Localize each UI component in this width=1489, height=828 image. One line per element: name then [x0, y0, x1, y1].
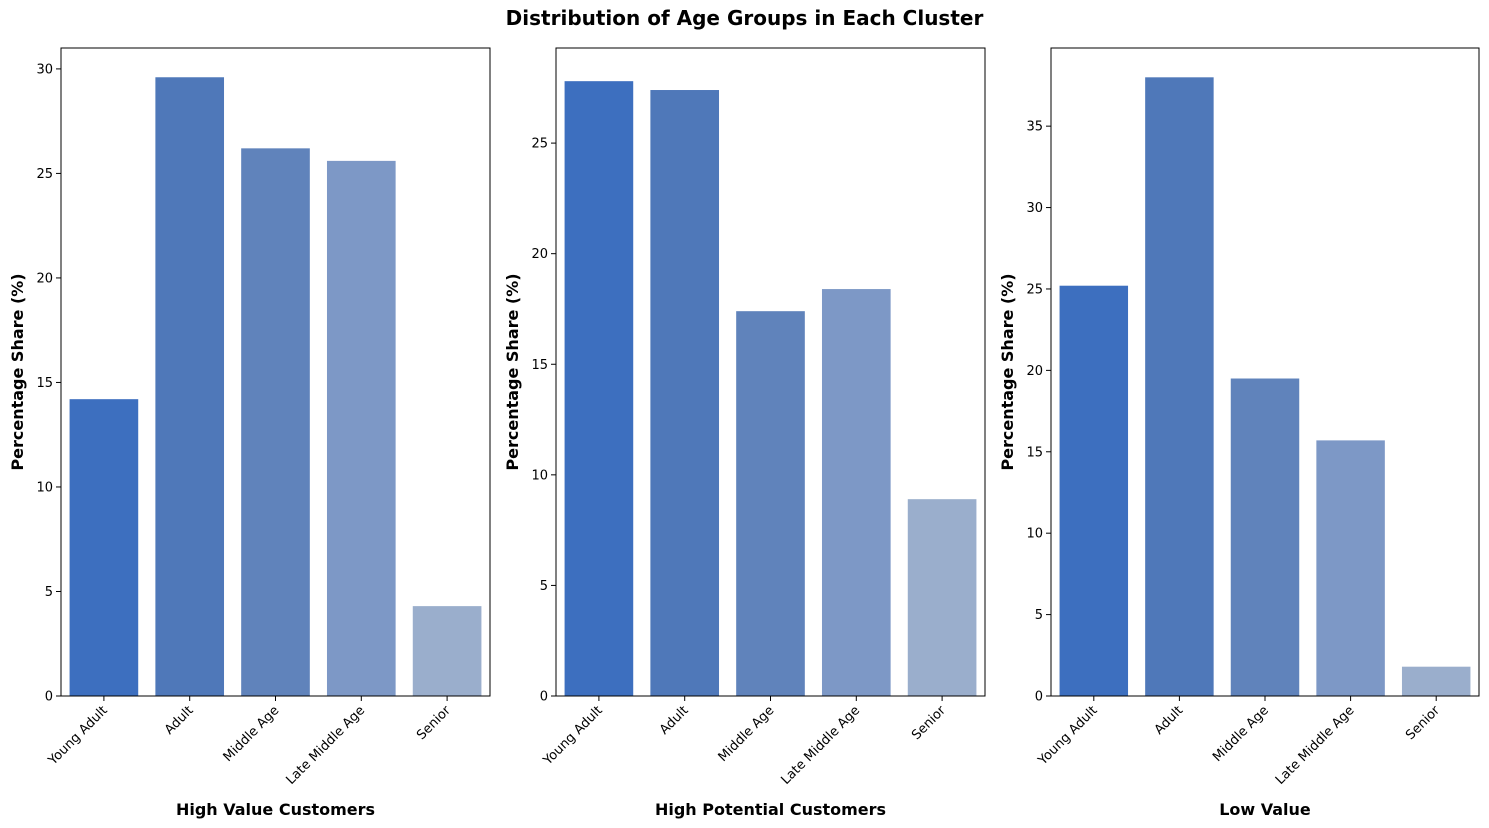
x-tick-label: Middle Age: [221, 703, 283, 765]
y-tick-label: 5: [1035, 608, 1043, 623]
x-tick-label: Young Adult: [1035, 703, 1101, 769]
bar-young-adult: [69, 399, 139, 696]
x-tick-label: Late Middle Age: [284, 703, 369, 788]
x-tick-label: Adult: [657, 703, 692, 738]
chart-panel-1: 0 5 10 15 20 25 30 Young Adult Adult Middle Age La…: [8, 47, 491, 819]
y-tick-label: 25: [531, 137, 548, 152]
bar-senior: [412, 606, 482, 696]
bar-adult: [1145, 77, 1214, 696]
y-tick-label: 15: [531, 358, 548, 373]
y-tick-label: 0: [540, 690, 548, 705]
y-tick-label: 20: [531, 247, 548, 262]
y-axis-label: Percentage Share (%): [503, 273, 522, 470]
y-tick-label: 15: [36, 376, 53, 391]
x-tick-label: Young Adult: [45, 703, 111, 769]
chart-panel-2: 0 5 10 15 20 25 Young Adult Adult Middle Age Late…: [503, 47, 986, 819]
y-tick-label: 35: [1026, 120, 1043, 135]
y-tick-label: 30: [36, 62, 53, 77]
bar-young-adult: [1059, 285, 1129, 696]
y-tick-label: 5: [540, 579, 548, 594]
y-tick-label: 20: [1026, 364, 1043, 379]
bar-senior: [1401, 666, 1471, 696]
x-tick-label: Senior: [909, 703, 949, 743]
x-tick-label: Middle Age: [1210, 703, 1272, 765]
x-axis-label: High Potential Customers: [655, 800, 886, 819]
x-tick-label: Adult: [1152, 703, 1187, 738]
bar-late-middle-age: [326, 160, 396, 696]
x-tick-label: Adult: [162, 703, 197, 738]
y-axis-label: Percentage Share (%): [8, 273, 27, 470]
chart-panel-3: 0 5 10 15 20 25 30 35 Young Adult Adult Middle Age…: [998, 47, 1480, 819]
x-tick-label: Senior: [1403, 703, 1443, 743]
y-tick-label: 25: [1026, 282, 1043, 297]
bar-young-adult: [564, 81, 634, 697]
y-tick-label: 25: [36, 167, 53, 182]
x-axis-label: Low Value: [1219, 800, 1311, 819]
y-tick-label: 10: [1026, 527, 1043, 542]
bar-middle-age: [736, 311, 805, 696]
y-tick-label: 30: [1026, 201, 1043, 216]
y-tick-label: 5: [45, 585, 53, 600]
bar-adult: [155, 77, 225, 696]
bar-middle-age: [1230, 378, 1300, 696]
x-tick-label: Middle Age: [716, 703, 778, 765]
x-axis-label: High Value Customers: [176, 800, 375, 819]
y-tick-label: 20: [36, 271, 53, 286]
x-tick-label: Late Middle Age: [1273, 703, 1358, 788]
bar-late-middle-age: [821, 289, 891, 696]
y-tick-label: 10: [531, 468, 548, 483]
x-tick-label: Senior: [414, 703, 454, 743]
bar-senior: [907, 499, 977, 696]
bar-late-middle-age: [1316, 440, 1385, 696]
y-tick-label: 0: [45, 690, 53, 705]
y-tick-label: 15: [1026, 445, 1043, 460]
figure-title: Distribution of Age Groups in Each Clust…: [505, 6, 984, 30]
x-tick-label: Late Middle Age: [779, 703, 864, 788]
y-tick-label: 0: [1035, 690, 1043, 705]
bar-middle-age: [241, 148, 310, 697]
y-tick-label: 10: [36, 480, 53, 495]
bar-adult: [650, 90, 720, 696]
y-axis-label: Percentage Share (%): [998, 273, 1017, 470]
x-tick-label: Young Adult: [540, 703, 606, 769]
